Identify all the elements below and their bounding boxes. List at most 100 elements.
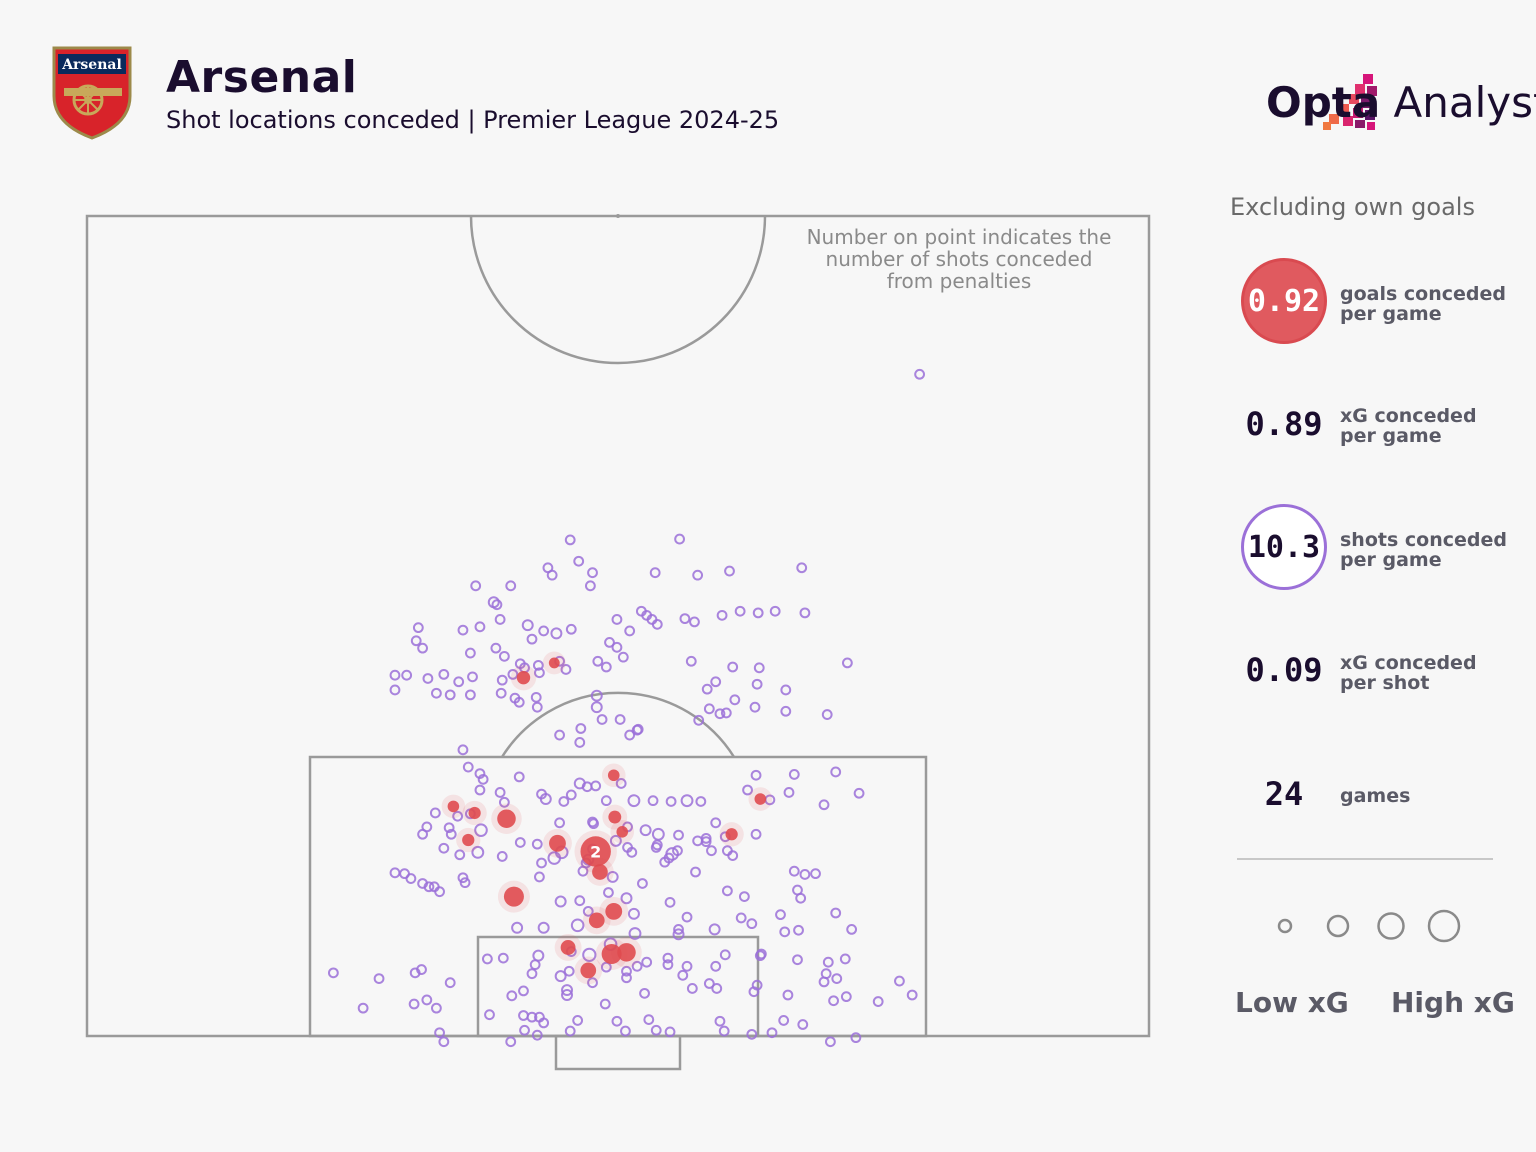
shot-point (792, 954, 803, 966)
shot-point (692, 835, 704, 847)
shot-point (582, 905, 594, 917)
shot-point (716, 609, 728, 621)
shot-point (470, 580, 482, 592)
shot-point (537, 921, 550, 934)
goal-point (580, 836, 611, 867)
shot-point (780, 684, 792, 696)
shot-point (389, 867, 401, 879)
shot-point (417, 828, 428, 840)
page-subtitle: Shot locations conceded | Premier League… (166, 106, 780, 134)
shot-point (711, 983, 723, 994)
shot-point (423, 881, 435, 893)
shot-point (546, 569, 558, 581)
shot-point (518, 1010, 529, 1021)
shot-point (573, 555, 585, 567)
shot-point (735, 912, 747, 924)
shot-point (680, 794, 694, 808)
shot-point (401, 669, 413, 681)
goal-point (605, 902, 623, 920)
shot-point (720, 707, 732, 719)
centre-circle (469, 215, 767, 365)
penalty-note: Number on point indicates the number of … (806, 225, 1112, 293)
shot-point (853, 787, 865, 799)
shot-point (748, 986, 760, 998)
goal-point (503, 886, 524, 907)
shot-point (818, 976, 830, 988)
shot-point (389, 669, 401, 681)
penalty-arc (500, 691, 736, 758)
shots-per-game-label-line2: per game (1340, 549, 1442, 571)
shot-point (530, 691, 542, 703)
shot-point (825, 1036, 836, 1048)
shot-point (526, 633, 538, 645)
shot-point (752, 607, 764, 619)
shot-point (706, 845, 717, 857)
shot-point (587, 567, 598, 579)
xg-per-shot-label-line2: per shot (1340, 672, 1430, 694)
shot-point (408, 998, 420, 1010)
shot-point (727, 661, 739, 673)
shots-per-game-value: 10.3 (1241, 504, 1327, 590)
shot-point (788, 865, 800, 877)
shot-point (689, 616, 700, 628)
goal-point (592, 864, 608, 880)
shot-point (554, 970, 567, 983)
shot-point (554, 729, 565, 741)
goal-point (516, 670, 531, 685)
shot-point (496, 851, 508, 862)
shot-point (631, 960, 643, 972)
shot-point (721, 885, 733, 897)
sidebar-divider (1237, 858, 1493, 860)
shot-point (422, 673, 434, 684)
shot-point (518, 985, 529, 997)
shot-point (783, 787, 795, 798)
shot-point (626, 846, 638, 858)
shot-point (550, 627, 563, 640)
shot-point (536, 857, 547, 869)
shot-point (710, 817, 722, 829)
goals-per-game-value: 0.92 (1241, 258, 1327, 344)
shot-point (872, 996, 884, 1007)
arsenal-crest-logo: Arsenal (52, 46, 132, 140)
shot-point (506, 990, 518, 1002)
shot-point (444, 689, 456, 701)
legend-low-xg: Low xG (1235, 986, 1349, 1019)
shot-point (690, 866, 701, 878)
shot-point (409, 967, 421, 979)
shot-point (434, 886, 445, 898)
shot-point (766, 1027, 778, 1039)
shot-point (462, 761, 474, 773)
shot-point (531, 1029, 543, 1041)
shot-point (600, 961, 612, 973)
shot-point (609, 834, 622, 847)
shot-point (830, 766, 842, 778)
shot-point (769, 605, 781, 617)
shot-point (584, 580, 596, 592)
shot-point (534, 667, 545, 679)
page-title: Arsenal (166, 52, 358, 103)
goal-point (608, 810, 622, 824)
shot-point (830, 907, 842, 919)
shot-point (590, 689, 603, 702)
shot-point (481, 953, 493, 965)
shot-point (496, 674, 508, 686)
shot-point (738, 891, 750, 902)
shot-point (839, 953, 851, 965)
shot-point (534, 871, 545, 883)
shot-point (665, 796, 677, 807)
shot-point (611, 641, 623, 653)
shot-point (570, 918, 585, 933)
shot-point (673, 829, 684, 841)
shot-point (662, 952, 674, 964)
shot-point (734, 605, 746, 617)
shot-point (474, 621, 486, 633)
shot-point (513, 696, 525, 708)
shot-point (775, 909, 786, 921)
shot-point (459, 877, 471, 889)
shot-point (474, 768, 486, 779)
xg-per-shot-label: xG conceded per shot (1340, 653, 1477, 693)
shot-point (494, 614, 506, 625)
shot-point (750, 828, 762, 840)
shot-point (611, 614, 623, 625)
shot-point (677, 969, 689, 981)
